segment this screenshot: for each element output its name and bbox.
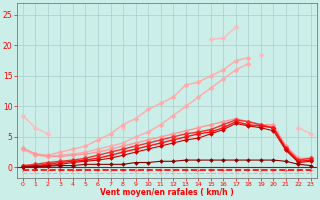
X-axis label: Vent moyen/en rafales ( km/h ): Vent moyen/en rafales ( km/h ) — [100, 188, 234, 197]
